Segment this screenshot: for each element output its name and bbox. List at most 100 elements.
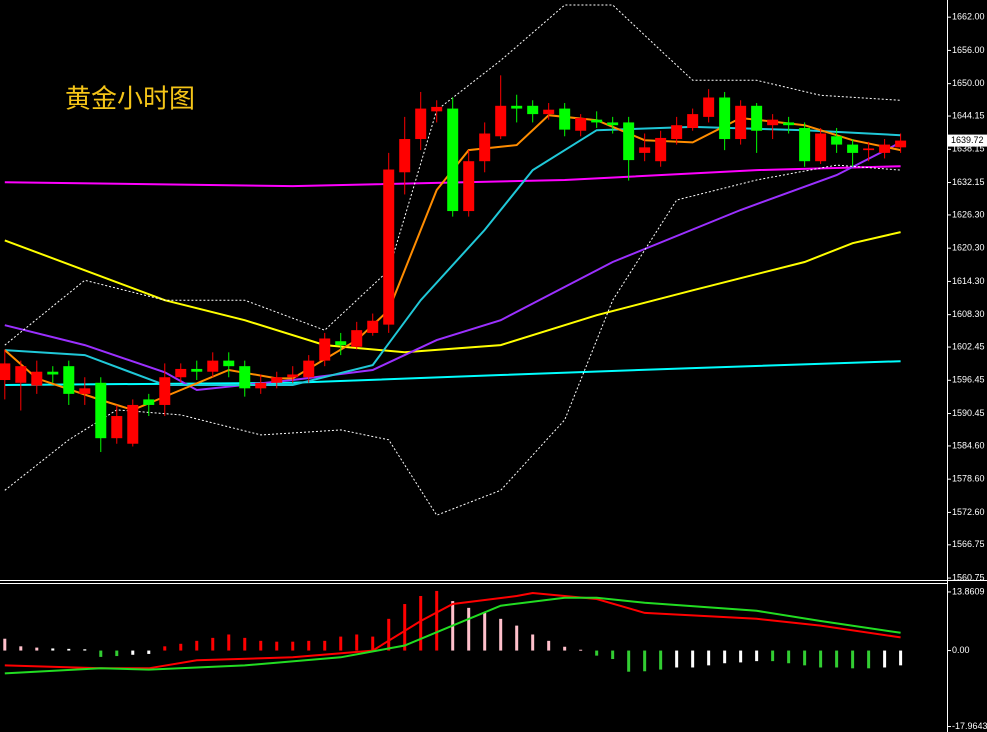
candle-body: [223, 360, 235, 367]
histogram-bar: [67, 648, 71, 651]
indicator-line: [4, 596, 901, 675]
histogram-bar: [227, 634, 231, 651]
histogram-bar: [611, 650, 615, 660]
candle-body: [815, 133, 827, 162]
candle-body: [191, 368, 203, 372]
y-tick-label: 1590.45: [952, 408, 985, 418]
histogram-bar: [35, 647, 39, 651]
candle-body: [735, 105, 747, 140]
y-tick-label: 1662.00: [952, 12, 985, 22]
y-tick-label: 1632.15: [952, 177, 985, 187]
candle-body: [367, 320, 379, 333]
histogram-bar: [243, 637, 247, 651]
histogram-bar: [787, 650, 791, 664]
candle-body: [319, 338, 331, 361]
histogram-bar: [99, 650, 103, 657]
histogram-bar: [19, 646, 23, 651]
y-tick-label: 1620.30: [952, 243, 985, 253]
histogram-bar: [131, 650, 135, 655]
y-tick-label: 1578.60: [952, 474, 985, 484]
candle-body: [95, 382, 107, 439]
candle-body: [479, 133, 491, 162]
histogram-bar: [515, 625, 519, 651]
candle-body: [335, 341, 347, 346]
histogram-bar: [307, 640, 311, 651]
candle-body: [383, 169, 395, 325]
candle-body: [287, 374, 299, 378]
histogram-bar: [3, 638, 7, 651]
candle-body: [799, 127, 811, 162]
candle-body: [847, 144, 859, 153]
candle-body: [63, 366, 75, 394]
current-price-box: [948, 134, 987, 147]
histogram-bar: [387, 618, 391, 651]
candle-body: [655, 137, 667, 162]
indicator-line: [4, 165, 901, 188]
histogram-bar: [675, 650, 679, 668]
candle-body: [559, 108, 571, 130]
candle-body: [271, 377, 283, 383]
indicator-line: [4, 141, 902, 392]
histogram-bar: [163, 646, 167, 651]
histogram-bar: [579, 649, 583, 651]
indicator-line: [4, 231, 901, 354]
candle-body: [527, 105, 539, 115]
candle-body: [703, 97, 715, 117]
price-panel: 1662.00 1656.00 1650.00 1644.15 1638.15 1632.…: [0, 4, 987, 582]
candle-body: [543, 109, 555, 115]
histogram-bar: [547, 640, 551, 651]
histogram-bar: [803, 650, 807, 666]
indicator-line: [4, 125, 901, 386]
candle-body: [463, 161, 475, 212]
candle-body: [783, 122, 795, 126]
histogram-bar: [51, 648, 55, 651]
candle-body: [447, 108, 459, 212]
y-tick-label: 1566.75: [952, 539, 985, 549]
candle-body: [127, 404, 139, 444]
histogram-bar: [435, 590, 439, 651]
histogram-bar: [867, 650, 871, 669]
histogram-bar: [739, 650, 743, 663]
histogram-bar: [371, 636, 375, 651]
histogram-bar: [499, 618, 503, 651]
candle-body: [751, 105, 763, 131]
y-tick-label: 1608.30: [952, 309, 985, 319]
candle-body: [175, 368, 187, 378]
candle-body: [399, 139, 411, 173]
candle-body: [15, 366, 27, 383]
histogram-bar: [403, 604, 407, 651]
histogram-bar: [563, 646, 567, 651]
histogram-bar: [211, 637, 215, 651]
indicator-line: [4, 591, 901, 670]
histogram-bar: [83, 649, 87, 651]
chart-title: 黄金小时图: [65, 85, 195, 115]
histogram-bar: [883, 650, 887, 668]
histogram-bar: [691, 650, 695, 668]
candle-body: [431, 106, 443, 112]
histogram-bar: [851, 650, 855, 669]
histogram-bar: [291, 641, 295, 651]
candle-body: [255, 382, 267, 389]
histogram-bar: [771, 650, 775, 662]
candle-body: [607, 122, 619, 126]
candle-body: [111, 416, 123, 439]
histogram-bar: [323, 640, 327, 651]
histogram-bar: [643, 650, 647, 672]
candle-body: [639, 147, 651, 153]
current-price-label: 1639.72: [951, 135, 984, 145]
candle-body: [143, 399, 155, 405]
y-tick-label: 1638.15: [952, 144, 985, 154]
y-tick-label: -17.9643: [952, 721, 987, 731]
histogram-bar: [531, 634, 535, 651]
histogram-bar: [707, 650, 711, 666]
y-tick-label: 1614.30: [952, 276, 985, 286]
histogram-bar: [659, 650, 663, 670]
indicator-line: [4, 164, 901, 516]
histogram-bar: [355, 634, 359, 651]
y-tick-label: 0.00: [952, 645, 970, 655]
candle-body: [0, 363, 11, 381]
histogram-bar: [275, 641, 279, 651]
indicator-line: [4, 4, 901, 346]
candle-body: [239, 366, 251, 389]
y-tick-label: 13.8609: [952, 586, 985, 596]
